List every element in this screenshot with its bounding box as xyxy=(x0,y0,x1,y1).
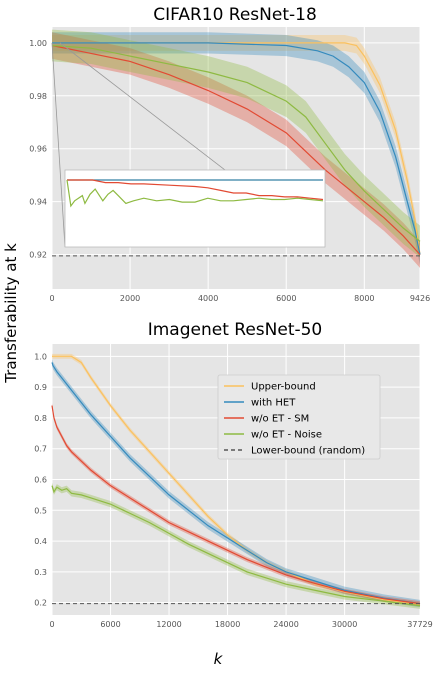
legend-label-noise: w/o ET - Noise xyxy=(251,430,322,441)
x-tick-label: 0 xyxy=(49,294,54,303)
shared-y-axis-label: Transferability at k xyxy=(2,243,20,384)
shared-x-axis-label: k xyxy=(214,650,224,668)
sm-line xyxy=(51,44,421,255)
imagenet-chart: Imagenet ResNet-50 0 6000 12000 18000 24000 3… xyxy=(34,320,432,629)
sm-band xyxy=(52,32,420,268)
y-tick-label: 0.96 xyxy=(29,145,47,154)
legend-box xyxy=(217,374,381,460)
x-tick-label: 12000 xyxy=(156,620,181,629)
y-tick-label: 0.6 xyxy=(34,476,47,485)
x-tick-label: 4000 xyxy=(198,294,218,303)
x-tick-label: 8000 xyxy=(354,294,374,303)
chart-title: Imagenet ResNet-50 xyxy=(148,320,323,340)
noise-line xyxy=(51,44,421,242)
inset-connector xyxy=(51,42,66,248)
x-tick-label: 6000 xyxy=(276,294,296,303)
y-tick-label: 0.7 xyxy=(34,445,47,454)
noise-band xyxy=(52,482,420,609)
inset-frame xyxy=(64,169,326,248)
legend: Upper-bound with HET w/o ET - SM w/o ET - N… xyxy=(217,374,381,460)
y-tick-label: 0.5 xyxy=(34,506,47,515)
x-tick-label: 2000 xyxy=(120,294,140,303)
legend-label-lower: Lower-bound (random) xyxy=(251,446,365,457)
het-line xyxy=(51,362,421,605)
y-tick-label: 0.4 xyxy=(34,537,47,546)
x-tick-label: 9426 xyxy=(410,294,430,303)
y-tick-label: 0.92 xyxy=(29,251,47,260)
y-tick-labels: 0.2 0.3 0.4 0.5 0.6 0.7 0.8 0.9 1.0 xyxy=(34,352,47,607)
y-tick-label: 0.8 xyxy=(34,414,47,423)
legend-label-upper: Upper-bound xyxy=(251,382,316,393)
x-tick-label: 24000 xyxy=(273,620,298,629)
x-tick-labels: 0 2000 4000 6000 8000 9426 xyxy=(49,294,430,303)
het-line xyxy=(52,42,421,255)
y-tick-label: 0.2 xyxy=(34,599,47,608)
y-tick-label: 0.94 xyxy=(29,198,47,207)
legend-label-sm: w/o ET - SM xyxy=(251,414,309,425)
noise-line xyxy=(51,485,421,607)
y-tick-label: 0.98 xyxy=(29,92,47,101)
sm-line xyxy=(51,405,421,605)
confidence-bands xyxy=(52,353,420,609)
y-tick-label: 1.0 xyxy=(34,352,47,361)
cifar10-chart: CIFAR10 ResNet-18 0 2000 4000 6000 8000 9426 … xyxy=(29,5,430,303)
y-tick-label: 1.00 xyxy=(29,39,47,48)
inset-noise-line xyxy=(66,179,324,208)
series-lines xyxy=(51,355,421,607)
x-tick-label: 37729 xyxy=(407,620,432,629)
x-tick-label: 6000 xyxy=(100,620,120,629)
y-tick-labels: 0.92 0.94 0.96 0.98 1.00 xyxy=(29,39,47,260)
y-tick-label: 0.3 xyxy=(34,568,47,577)
zoom-inset xyxy=(51,42,326,248)
series-lines xyxy=(51,42,421,257)
chart-title: CIFAR10 ResNet-18 xyxy=(153,5,317,25)
inset-sm-line xyxy=(67,179,324,201)
x-tick-labels: 0 6000 12000 18000 24000 30000 37729 xyxy=(49,620,432,629)
x-tick-label: 30000 xyxy=(332,620,357,629)
x-tick-label: 18000 xyxy=(215,620,240,629)
y-tick-label: 0.9 xyxy=(34,383,47,392)
x-tick-label: 0 xyxy=(49,620,54,629)
legend-label-het: with HET xyxy=(251,398,296,409)
